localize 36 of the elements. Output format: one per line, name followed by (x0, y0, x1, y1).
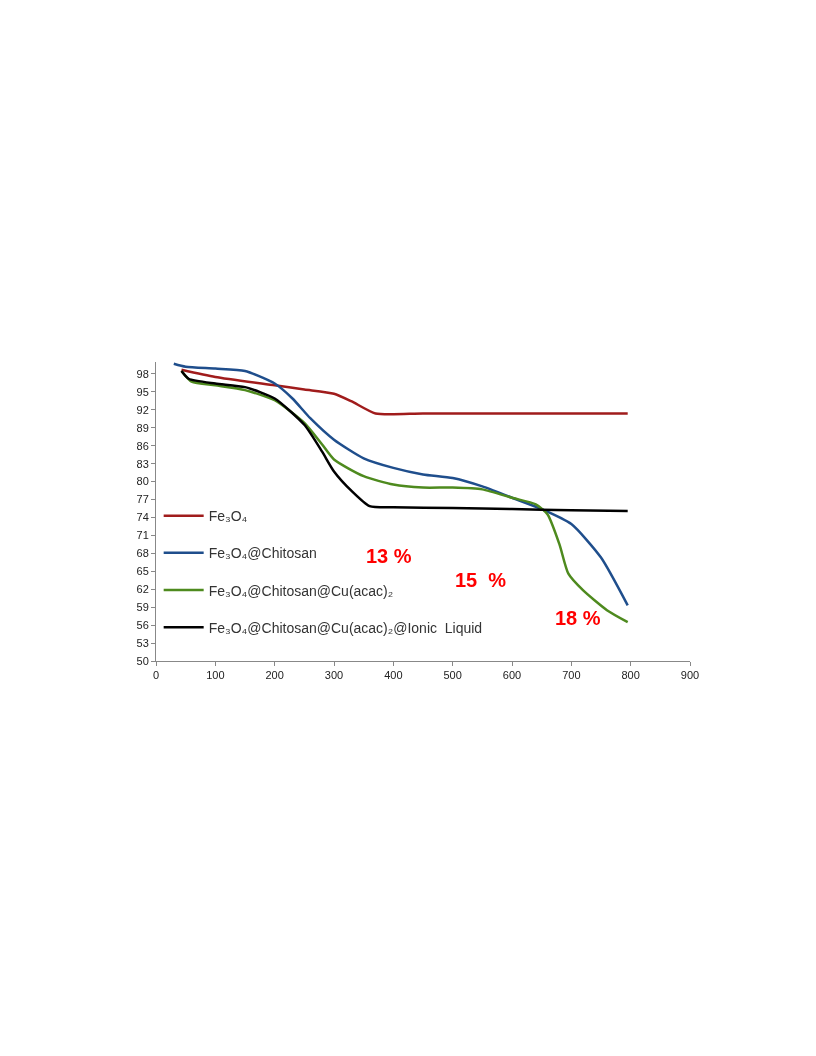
annotation: 18 % (555, 607, 601, 629)
y-tick-label: 95 (136, 385, 149, 398)
y-tick-label: 89 (136, 421, 149, 434)
annotation: 15 % (455, 569, 507, 591)
y-tick-label: 53 (136, 636, 149, 649)
x-tick-label: 400 (384, 669, 403, 682)
annotation: 13 % (366, 545, 412, 567)
y-tick-label: 74 (136, 511, 149, 524)
x-tick-label: 700 (562, 669, 581, 682)
x-tick-label: 0 (152, 669, 160, 682)
y-tick-label: 65 (136, 565, 149, 578)
y-tick-label: 92 (136, 403, 149, 416)
y-tick-label: 86 (136, 439, 149, 452)
y-tick-label: 83 (136, 457, 149, 470)
y-tick-label: 62 (136, 583, 149, 596)
x-tick-label: 300 (324, 669, 344, 682)
legend-label: Fe₃O₄ (208, 508, 248, 525)
y-tick-label: 80 (136, 475, 149, 488)
legend-label: Fe₃O₄@Chitosan@Cu(acac)₂ (208, 582, 394, 599)
y-tick-label: 68 (136, 547, 149, 560)
x-tick-label: 800 (621, 669, 640, 682)
y-tick-label: 77 (136, 493, 149, 506)
x-tick-label: 100 (206, 669, 225, 682)
line-series (180, 369, 629, 513)
line-series (180, 368, 629, 416)
y-tick-label: 71 (136, 529, 149, 542)
legend-label: Fe₃O₄@Chitosan@Cu(acac)₂@Ionic Liquid (208, 619, 483, 636)
y-tick-label: 98 (136, 367, 149, 380)
x-tick-label: 200 (265, 669, 284, 682)
x-tick-label: 500 (443, 669, 462, 682)
y-tick-label: 50 (136, 654, 149, 667)
y-tick-label: 59 (136, 601, 149, 614)
x-tick-label: 600 (502, 669, 522, 682)
y-tick-label: 56 (136, 618, 149, 631)
legend-label: Fe₃O₄@Chitosan (208, 545, 317, 562)
x-tick-label: 900 (680, 669, 700, 682)
